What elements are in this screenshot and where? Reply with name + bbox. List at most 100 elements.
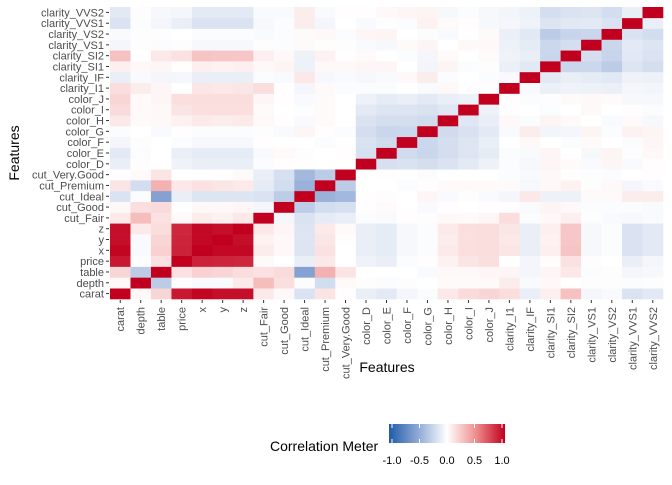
heatmap-cell xyxy=(601,147,623,159)
heatmap-cell xyxy=(437,82,459,94)
heatmap-cell xyxy=(110,255,131,267)
heatmap-cell xyxy=(519,50,541,62)
legend: Correlation Meter -1.0 -0.5 0.0 0.5 1.0 xyxy=(270,424,510,467)
heatmap-cell xyxy=(314,28,336,40)
heatmap-cell xyxy=(314,147,336,159)
heatmap-cell xyxy=(294,71,316,84)
heatmap-cell xyxy=(273,82,295,94)
heatmap-cell xyxy=(458,82,479,94)
heatmap-cell xyxy=(253,125,275,138)
heatmap-cell xyxy=(437,255,459,267)
heatmap-cell xyxy=(581,169,602,181)
heatmap-cell xyxy=(519,277,541,289)
heatmap-cell xyxy=(601,28,623,40)
heatmap-cell xyxy=(171,244,193,257)
heatmap-cell xyxy=(396,115,418,127)
heatmap-cell xyxy=(294,17,316,29)
heatmap-cell xyxy=(335,223,357,235)
heatmap-cell xyxy=(110,17,131,29)
heatmap-cell xyxy=(273,7,295,19)
heatmap-cell xyxy=(601,61,623,73)
heatmap-cell xyxy=(417,61,439,73)
heatmap-cell xyxy=(294,115,316,127)
heatmap-cell xyxy=(110,266,131,278)
heatmap-cell xyxy=(150,125,172,138)
heatmap-cell xyxy=(150,255,172,267)
heatmap-cell xyxy=(560,288,582,300)
heatmap-cell xyxy=(478,277,500,289)
heatmap-cell xyxy=(396,136,418,148)
heatmap-cell xyxy=(478,288,500,300)
heatmap-cell xyxy=(519,244,541,257)
heatmap-cell xyxy=(150,28,172,40)
heatmap-cell xyxy=(581,136,602,148)
heatmap-cell xyxy=(478,255,500,267)
heatmap-cell xyxy=(191,17,213,29)
heatmap-cell xyxy=(355,125,377,138)
heatmap-cell xyxy=(130,158,152,170)
heatmap-cell xyxy=(499,39,520,51)
heatmap-cell xyxy=(171,17,193,29)
heatmap-cell xyxy=(396,266,418,278)
heatmap-cell xyxy=(335,169,357,181)
heatmap-cell xyxy=(396,39,418,51)
y-tick-label: color_D xyxy=(66,159,104,171)
heatmap-cell xyxy=(273,190,295,202)
heatmap-cell xyxy=(191,7,213,19)
heatmap-cell xyxy=(212,7,234,19)
heatmap-cell xyxy=(540,61,561,73)
heatmap-cell xyxy=(540,158,561,170)
heatmap-cell xyxy=(294,104,316,116)
heatmap-cell xyxy=(560,93,582,105)
y-tick-label: cut_Premium xyxy=(39,180,104,192)
heatmap-cell xyxy=(458,288,479,300)
heatmap-cell xyxy=(642,93,664,105)
heatmap-cell xyxy=(335,212,357,224)
heatmap-cell xyxy=(499,104,520,116)
heatmap-cell xyxy=(622,82,643,94)
x-tick-label: clarity_VVS2 xyxy=(648,307,660,370)
heatmap-cell xyxy=(519,169,541,181)
heatmap-cell xyxy=(622,234,643,246)
heatmap-cell xyxy=(417,71,439,84)
heatmap-cell xyxy=(458,104,479,116)
y-tick-label: color_G xyxy=(65,126,104,138)
heatmap-cell xyxy=(519,115,541,127)
heatmap-cell xyxy=(171,277,193,289)
heatmap-cell xyxy=(417,7,439,19)
heatmap-cell xyxy=(437,115,459,127)
heatmap-cell xyxy=(253,180,275,192)
heatmap-cell xyxy=(642,223,664,235)
heatmap-cell xyxy=(314,125,336,138)
heatmap-cell xyxy=(191,212,213,224)
heatmap-cell xyxy=(232,71,254,84)
heatmap-cell xyxy=(150,190,172,202)
heatmap-cell xyxy=(519,201,541,213)
heatmap-cell xyxy=(314,82,336,94)
heatmap-cell xyxy=(417,125,439,138)
heatmap-cell xyxy=(396,255,418,267)
heatmap-cell xyxy=(478,234,500,246)
heatmap-cell xyxy=(437,50,459,62)
heatmap-cell xyxy=(560,201,582,213)
heatmap-cell xyxy=(191,147,213,159)
y-tick-label: cut_Very.Good xyxy=(32,170,104,182)
heatmap-cell xyxy=(642,7,664,19)
heatmap-cell xyxy=(540,136,561,148)
heatmap-cell xyxy=(376,125,398,138)
heatmap-cell xyxy=(519,61,541,73)
heatmap-cell xyxy=(355,28,377,40)
heatmap-cell xyxy=(396,212,418,224)
heatmap-cell xyxy=(499,180,520,192)
x-tick-label: color_E xyxy=(382,307,394,344)
legend-ticks: -1.0 -0.5 0.0 0.5 1.0 xyxy=(383,424,510,467)
heatmap-cell xyxy=(150,180,172,192)
heatmap-cell xyxy=(396,244,418,257)
heatmap-cell xyxy=(294,50,316,62)
heatmap-cell xyxy=(273,104,295,116)
heatmap-cell xyxy=(540,223,561,235)
heatmap-cell xyxy=(150,147,172,159)
heatmap-cell xyxy=(396,82,418,94)
heatmap-cell xyxy=(335,190,357,202)
x-tick-label: clarity_SI1 xyxy=(545,307,557,358)
